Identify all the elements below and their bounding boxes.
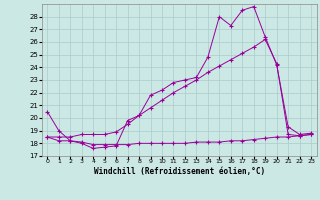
X-axis label: Windchill (Refroidissement éolien,°C): Windchill (Refroidissement éolien,°C) [94, 167, 265, 176]
